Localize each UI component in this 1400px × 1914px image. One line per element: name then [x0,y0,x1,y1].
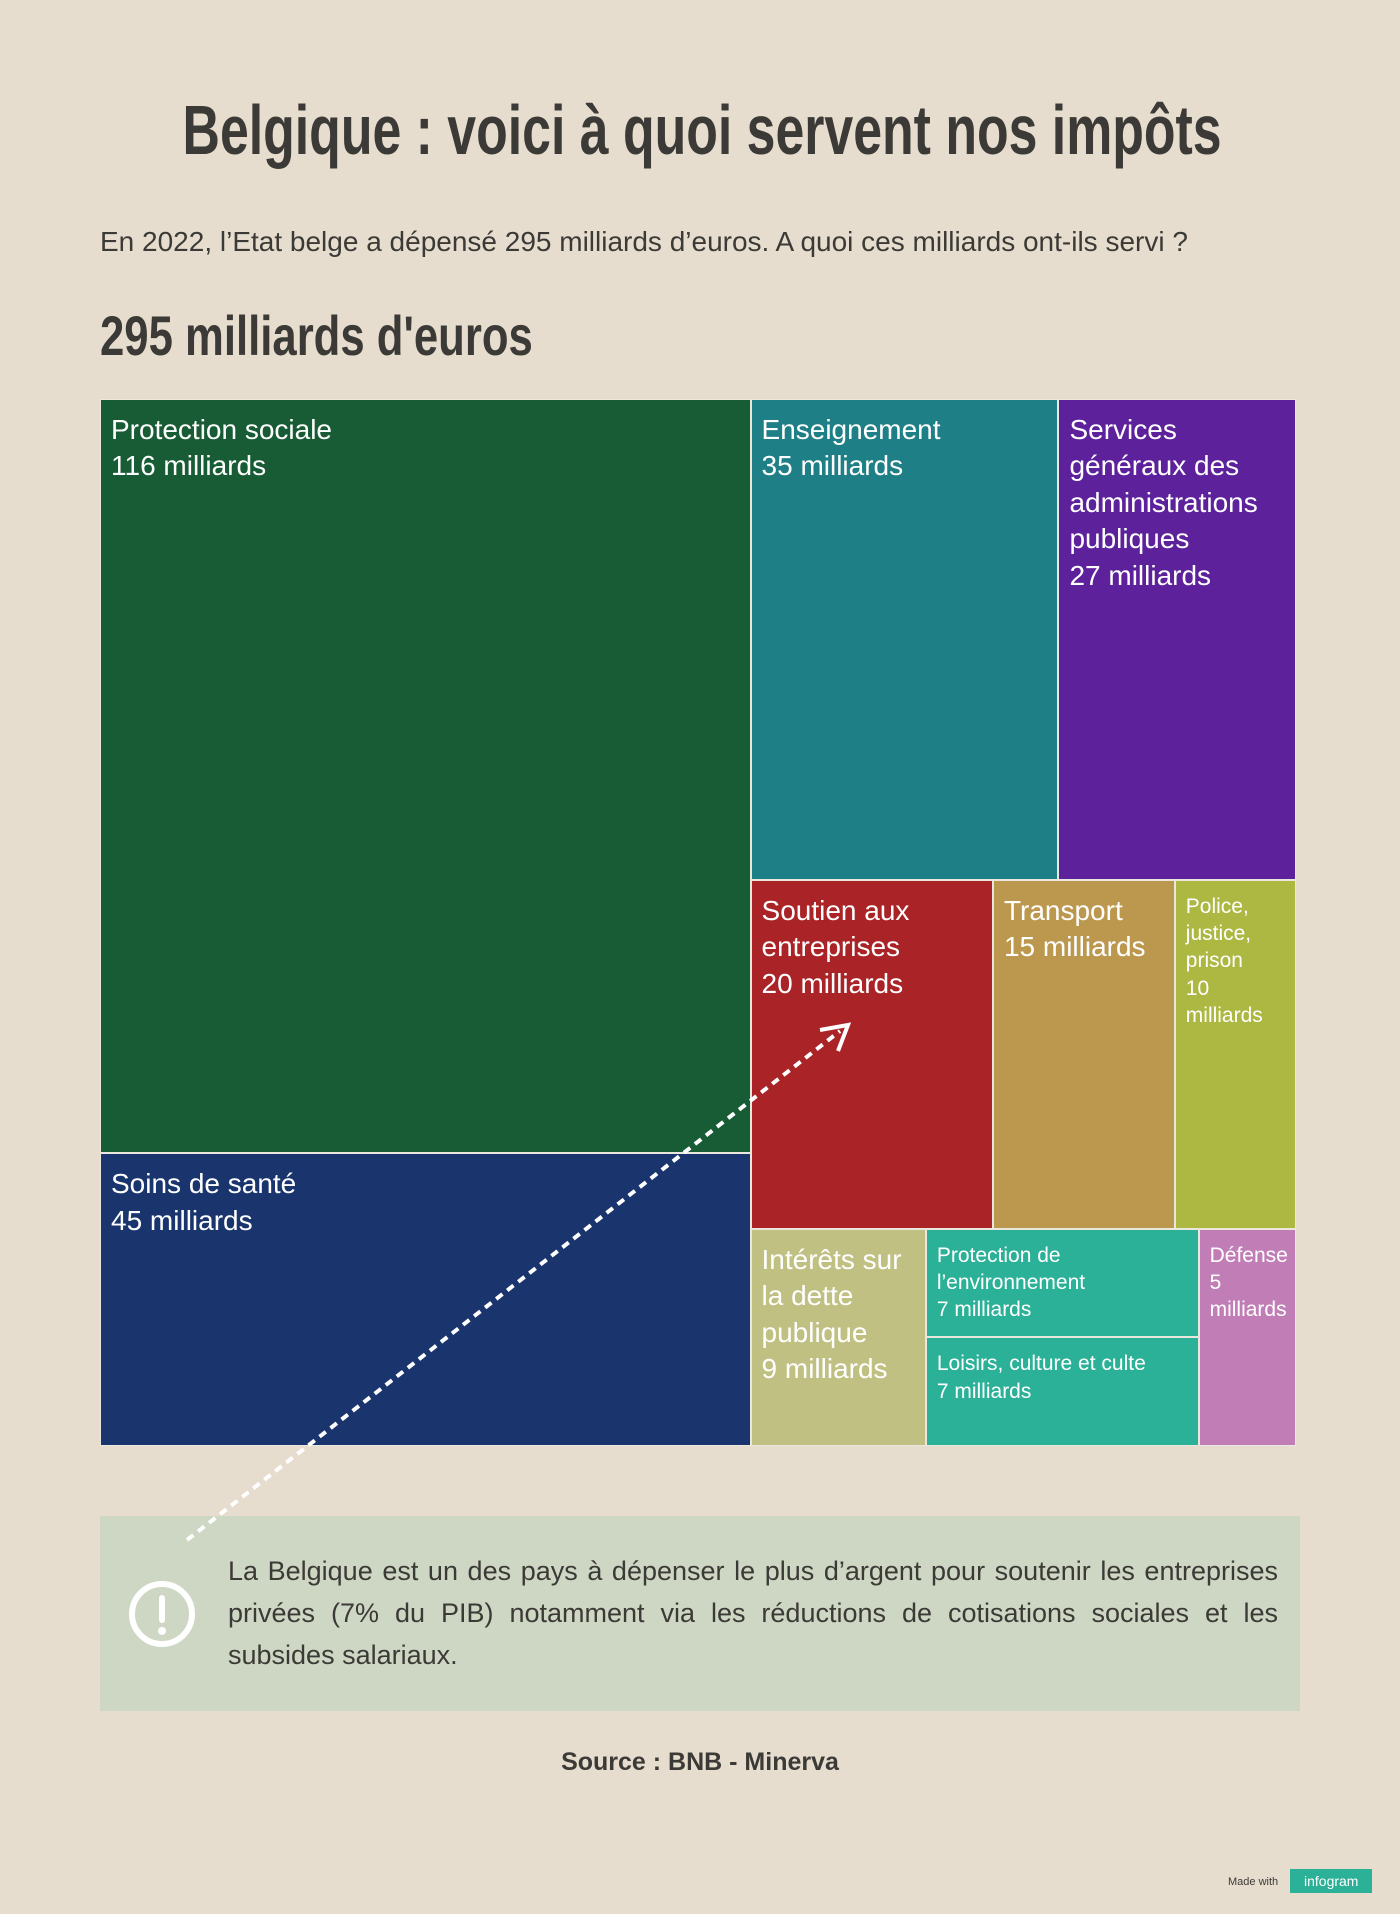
source: Source : BNB - Minerva [561,1748,839,1776]
cell-value: 20 milliards [761,967,904,999]
cell-value: 7 milliards [936,1379,1032,1403]
treemap-cell: Police, justice, prison 10 milliards [1174,879,1296,1229]
cell-name: Enseignement [761,414,941,445]
treemap-cell: Loisirs, culture et culte 7 milliards [925,1337,1199,1446]
treemap-cell: Enseignement 35 milliards [750,399,1059,880]
cell-value: 35 milliards [761,450,904,482]
cell-name: Intérêts sur la dette publique [761,1243,902,1348]
made-with: Made with [1228,1876,1279,1888]
cell-value: 45 milliards [111,1204,253,1236]
subtitle: En 2022, l’Etat belge a dépensé 295 mill… [100,226,1188,257]
cell-name: Services généraux des administrations pu… [1069,414,1258,555]
note-box: La Belgique est un des pays à dépenser l… [100,1516,1300,1711]
treemap-cell: Services généraux des administrations pu… [1058,399,1296,880]
cell-name: Protection de l’environnement [936,1243,1086,1295]
brand-badge[interactable]: infogram [1290,1869,1373,1893]
treemap-cell: Protection de l’environnement 7 milliards [925,1228,1199,1338]
total-heading: 295 milliards d'euros [100,304,533,367]
treemap-cell: Protection sociale 116 milliards [100,399,751,1154]
cell-value: 7 milliards [936,1298,1032,1322]
cell-name: Défense [1209,1243,1288,1267]
chart-title: Belgique : voici à quoi servent nos impô… [182,91,1222,169]
cell-value: 5 milliards [1209,1271,1287,1322]
cell-value: 10 milliards [1185,976,1263,1028]
alert-icon [129,1581,195,1647]
cell-name: Transport [1003,894,1123,926]
title-wrap: Belgique : voici à quoi servent nos impô… [0,90,1400,170]
cell-value: 15 milliards [1003,931,1146,963]
cell-value: 9 milliards [761,1353,888,1385]
cell-name: Soins de santé [111,1168,297,1200]
cell-value: 116 milliards [111,450,267,482]
treemap-cell: Défense 5 milliards [1198,1228,1296,1446]
treemap-cell: Soins de santé 45 milliards [100,1153,751,1446]
treemap: Protection sociale 116 milliards Soins de … [100,399,1296,1446]
note-text: La Belgique est un des pays à dépenser l… [228,1556,1278,1670]
treemap-cell: Soutien aux entreprises 20 milliards [750,879,993,1229]
cell-name: Police, justice, prison [1185,894,1252,973]
cell-value: 27 milliards [1069,559,1212,591]
treemap-cell: Intérêts sur la dette publique 9 milliard… [750,1228,926,1446]
cell-name: Soutien aux entreprises [761,894,910,963]
cell-name: Loisirs, culture et culte [936,1352,1146,1376]
treemap-cell: Transport 15 milliards [992,879,1175,1229]
cell-name: Protection sociale [111,414,333,445]
